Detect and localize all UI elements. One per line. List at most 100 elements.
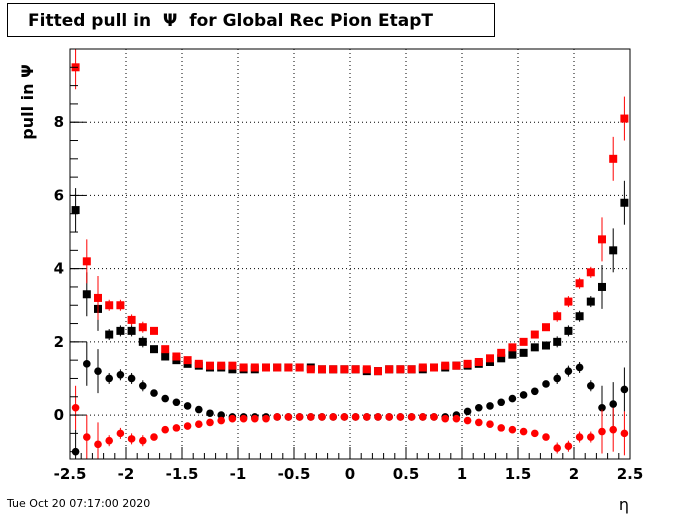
data-point [262,363,270,372]
data-point [553,444,561,452]
data-point [318,365,326,374]
data-point [497,424,506,432]
x-tick-label: 0.5 [393,465,420,483]
data-point [542,433,550,441]
data-point [284,363,293,372]
data-point [564,326,573,335]
y-axis-label: pull in Ψ [18,64,37,139]
data-point [486,402,494,410]
data-point [452,361,461,370]
data-point [497,348,506,357]
data-point [206,418,214,427]
data-point [217,411,225,419]
data-point [407,413,416,421]
x-tick-label: 0 [345,465,355,483]
data-point [82,257,91,266]
data-point [463,407,472,416]
y-tick-label: 4 [54,260,64,278]
x-tick-label: 1 [457,465,467,483]
data-point [531,429,539,438]
data-point [508,394,517,403]
data-point [441,414,450,423]
x-tick-label: 2 [569,465,579,483]
x-tick-label: -2.5 [54,465,87,483]
x-tick-label: -0.5 [278,465,311,483]
data-point [150,433,158,441]
data-point [116,429,125,438]
data-point [486,354,494,363]
grid-lines [70,49,630,459]
data-point [609,154,618,163]
data-point [172,352,181,361]
data-point [161,345,170,354]
data-point [206,361,214,370]
data-point [575,312,584,321]
x-tick-label: -2 [118,465,135,483]
data-point [239,414,248,423]
data-point [183,422,192,430]
data-point [139,436,147,445]
data-point [183,356,192,365]
data-point [519,348,528,357]
data-point [598,403,606,412]
data-point [195,420,203,429]
data-point [105,301,114,310]
data-point [463,359,472,368]
title-box: Fitted pull in Ψ for Global Rec Pion Eta… [7,3,495,37]
data-point [575,363,584,372]
data-point [329,365,338,374]
data-point [598,282,606,291]
data-point [116,371,125,379]
data-point [83,360,91,368]
data-point [463,416,472,425]
data-point [553,374,561,383]
x-tick-label: 1.5 [505,465,532,483]
series-3 [71,385,629,459]
data-point [295,363,304,372]
data-point [396,365,405,374]
data-point [519,337,528,346]
data-point [217,361,226,370]
series-1 [71,49,629,376]
data-point [127,326,136,335]
data-point [486,420,494,429]
data-point [239,363,248,372]
x-tick-label: 2.5 [617,465,644,483]
data-point [475,418,483,427]
data-point [138,337,147,346]
data-point [553,337,562,346]
data-point [441,361,450,370]
data-point [306,365,315,374]
timestamp: Tue Oct 20 07:17:00 2020 [7,497,151,510]
data-point [587,433,595,441]
data-point [497,354,506,363]
data-point [362,365,371,374]
data-point [418,363,427,372]
data-point [127,435,136,443]
data-point [183,402,192,410]
data-point [542,380,550,388]
data-point [396,413,405,421]
data-point [307,413,315,421]
data-point [94,440,102,449]
data-point [318,413,326,421]
data-point [452,414,461,423]
data-point [351,365,360,374]
data-point [430,413,438,421]
data-point [564,367,573,375]
data-point [172,424,181,432]
data-point [217,416,225,425]
x-tick-label: -1.5 [166,465,199,483]
data-point [295,413,304,421]
data-point [71,206,80,215]
data-point [150,326,158,335]
data-point [150,389,158,397]
data-point [575,433,584,441]
data-point [340,365,349,374]
data-point [620,429,629,438]
data-point [553,312,562,321]
data-point [94,293,102,302]
x-axis-label: η [619,495,629,514]
data-point [273,363,282,372]
data-point [474,357,483,366]
